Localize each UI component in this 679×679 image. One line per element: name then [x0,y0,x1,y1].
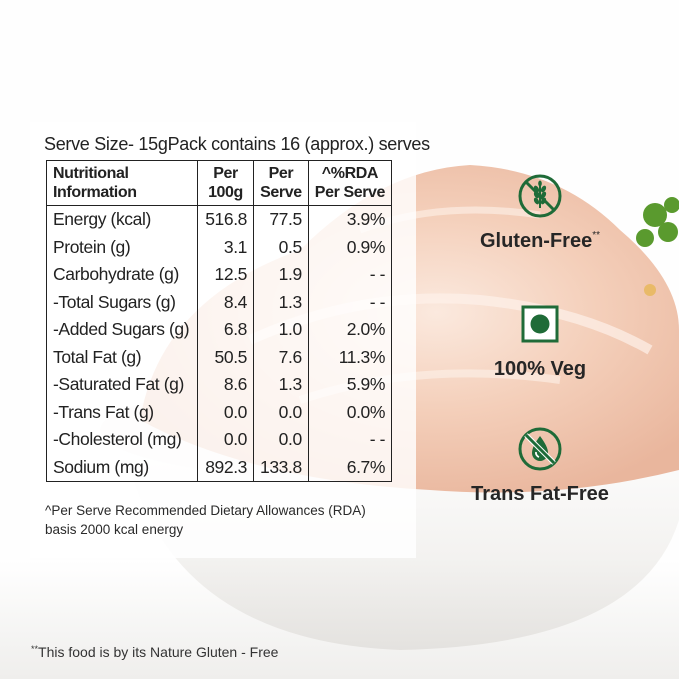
nutrient-name: Carbohydrate (g) [53,264,179,284]
value-rda: 0.0% [307,398,392,426]
value-rda: 11.3% [307,343,392,371]
value-per-serve: 77.5 [253,205,309,234]
value-per-serve: 7.6 [253,343,309,371]
footnote-text: This food is by its Nature Gluten - Free [38,644,279,660]
value-per-100g: 892.3 [197,453,254,482]
value-per-100g: 8.4 [197,288,254,316]
serve-size: Serve Size- 15g [44,134,168,154]
footnote-mark: ** [31,644,39,654]
value-per-100g: 12.5 [197,261,254,289]
pack-serves: Pack contains 16 (approx.) serves [167,134,431,154]
feature-gluten-free: Gluten-Free** [440,172,640,253]
nutrient-name: Total Fat (g) [53,346,142,367]
value-per-serve: 1.3 [253,371,309,399]
value-rda: - - [307,288,392,316]
no-oil-drop-icon [518,427,562,471]
table-row: Protein (g) 3.1 0.5 0.9% [47,233,392,261]
value-per-serve: 1.9 [253,261,309,289]
table-row: -Cholesterol (mg) 0.0 0.0 - - [47,426,392,454]
table-row: Sodium (mg) 892.3 133.8 6.7% [47,453,392,482]
table-row: Total Fat (g) 50.5 7.6 11.3% [47,343,392,371]
value-per-serve: 0.0 [253,426,309,454]
header-per-100g: Per 100g [197,160,254,206]
value-per-100g: 0.0 [197,426,254,454]
value-rda: 3.9% [307,205,392,234]
value-rda: 2.0% [307,316,392,344]
table-row: Carbohydrate (g) 12.5 1.9 - - [47,261,392,289]
feature-label: 100% Veg [493,358,587,380]
feature-trans-fat-free: Trans Fat-Free [440,425,640,506]
header-rda-per-serve: ^%RDA Per Serve [307,160,392,206]
nutrient-name: -Saturated Fat (g) [53,374,184,394]
value-per-100g: 0.0 [197,398,254,426]
value-per-100g: 3.1 [197,233,254,261]
value-per-serve: 0.0 [253,398,309,426]
value-per-serve: 1.0 [253,316,309,344]
value-per-100g: 8.6 [197,371,254,399]
table-row: Energy (kcal) 516.8 77.5 3.9% [47,205,392,234]
gluten-footnote: **This food is by its Nature Gluten - Fr… [31,644,278,660]
value-per-serve: 0.5 [253,233,309,261]
table-row: -Total Sugars (g) 8.4 1.3 - - [47,288,392,316]
value-rda: - - [307,426,392,454]
header-per-serve: Per Serve [253,160,309,206]
nutrition-table: Nutritional Information Per 100g Per Serve … [46,160,393,482]
feature-label: Gluten-Free** [479,230,601,252]
nutrient-name: Energy (kcal) [53,209,151,229]
nutrient-name: -Total Sugars (g) [53,291,176,312]
rda-footnote: ^Per Serve Recommended Dietary Allowance… [45,503,366,537]
serve-size-line: Serve Size- 15g Pack contains 16 (approx… [44,134,430,155]
value-per-100g: 50.5 [197,343,254,371]
value-per-serve: 1.3 [253,288,309,316]
nutrient-name: Protein (g) [53,236,131,257]
no-wheat-icon [518,174,562,218]
value-rda: 0.9% [307,233,392,261]
nutrient-name: -Added Sugars (g) [53,319,190,339]
veg-mark-icon [521,305,559,343]
value-rda: 6.7% [307,453,392,482]
table-row: -Trans Fat (g) 0.0 0.0 0.0% [47,398,392,426]
value-rda: 5.9% [307,371,392,399]
nutrient-name: -Trans Fat (g) [53,401,154,422]
table-row: -Saturated Fat (g) 8.6 1.3 5.9% [47,371,392,399]
header-nutritional-information: Nutritional Information [46,160,198,206]
value-per-100g: 6.8 [197,316,254,344]
table-header-row: Nutritional Information Per 100g Per Serve … [46,160,392,206]
feature-label: Trans Fat-Free [471,483,609,505]
table-row: -Added Sugars (g) 6.8 1.0 2.0% [47,316,392,344]
value-rda: - - [307,261,392,289]
nutrient-name: -Cholesterol (mg) [53,429,182,449]
value-per-serve: 133.8 [253,453,309,482]
feature-100-veg: 100% Veg [440,300,640,381]
value-per-100g: 516.8 [197,205,254,234]
nutrient-name: Sodium (mg) [53,456,149,477]
